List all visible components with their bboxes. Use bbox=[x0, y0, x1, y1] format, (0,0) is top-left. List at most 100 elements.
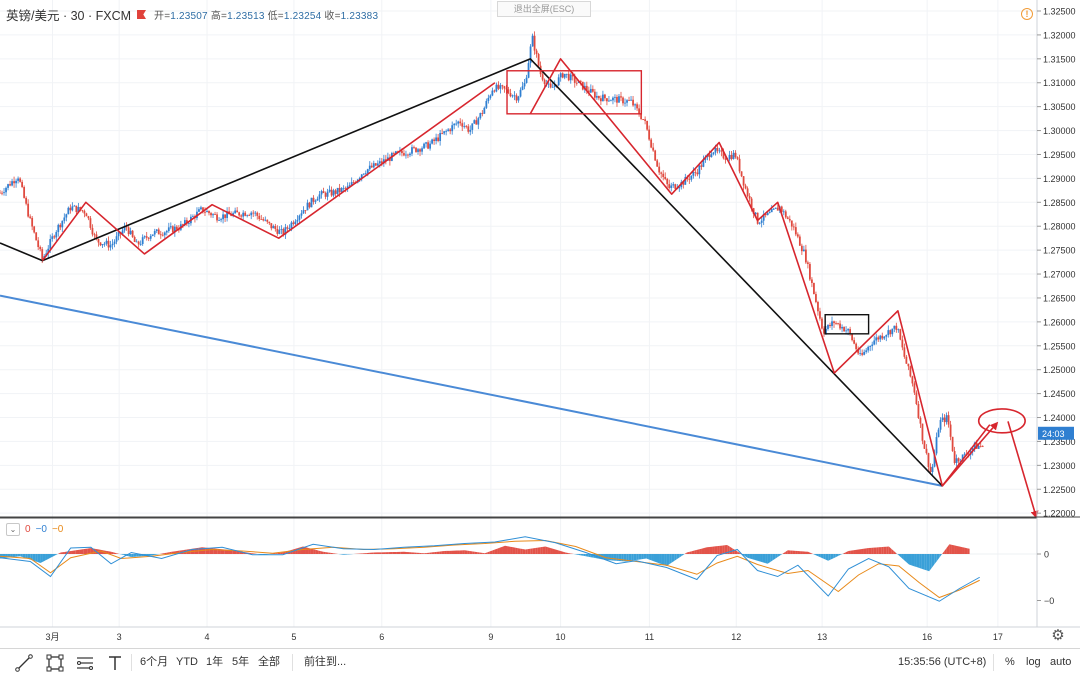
candle-body bbox=[90, 218, 92, 228]
macd-histogram-bar bbox=[687, 552, 690, 554]
candle-body bbox=[240, 215, 242, 216]
macd-histogram-bar bbox=[530, 548, 533, 554]
goto-date-button[interactable]: 前往到... bbox=[304, 649, 346, 676]
log-toggle[interactable]: log bbox=[1026, 649, 1041, 676]
candle-body bbox=[817, 302, 819, 311]
candle-body bbox=[964, 454, 966, 455]
macd-histogram-bar bbox=[927, 554, 930, 571]
range-ytd-button[interactable]: YTD bbox=[176, 649, 198, 676]
range-1y-button[interactable]: 1年 bbox=[206, 649, 223, 676]
macd-histogram-bar bbox=[886, 547, 889, 555]
price-tick-label: 1.24500 bbox=[1043, 389, 1076, 399]
range-6m-button[interactable]: 6个月 bbox=[140, 649, 168, 676]
macd-histogram-bar bbox=[5, 554, 8, 558]
candle-body bbox=[313, 198, 315, 202]
percent-toggle[interactable]: % bbox=[1005, 649, 1015, 676]
candle-body bbox=[471, 123, 473, 129]
candle-body bbox=[110, 245, 112, 247]
toolbar-separator bbox=[131, 654, 132, 671]
macd-histogram-bar bbox=[765, 554, 768, 564]
macd-histogram-bar bbox=[323, 552, 326, 554]
macd-histogram-bar bbox=[528, 549, 531, 554]
candle-body bbox=[928, 453, 930, 467]
candle-body bbox=[656, 160, 658, 166]
candle-body bbox=[741, 171, 743, 176]
candle-body bbox=[369, 166, 371, 169]
text-icon[interactable] bbox=[105, 653, 125, 673]
macd-histogram-bar bbox=[114, 552, 117, 554]
candle-body bbox=[851, 334, 853, 340]
exit-fullscreen-button[interactable]: 退出全屏(ESC) bbox=[497, 1, 591, 17]
macd-histogram-bar bbox=[924, 554, 927, 570]
trendline-icon[interactable] bbox=[14, 653, 34, 673]
macd-histogram-bar bbox=[853, 550, 856, 554]
price-tick-label: 1.23000 bbox=[1043, 461, 1076, 471]
chevron-down-icon[interactable]: ⌄ bbox=[6, 523, 20, 536]
auto-toggle[interactable]: auto bbox=[1050, 649, 1071, 676]
macd-histogram-bar bbox=[377, 552, 381, 554]
candle-body bbox=[218, 220, 220, 221]
indicator-tick-label: −0 bbox=[1044, 596, 1054, 606]
candle-body bbox=[106, 241, 108, 244]
gear-icon[interactable]: ⚙ bbox=[1050, 628, 1066, 644]
time-tick-label: 11 bbox=[645, 632, 654, 642]
candle-body bbox=[903, 347, 905, 356]
price-tick-label: 1.25000 bbox=[1043, 365, 1076, 375]
warning-icon[interactable]: ! bbox=[1021, 8, 1033, 20]
candle-body bbox=[25, 198, 27, 204]
candle-body bbox=[883, 337, 885, 339]
macd-histogram-bar bbox=[785, 550, 788, 554]
range-5y-button[interactable]: 5年 bbox=[232, 649, 249, 676]
candle-body bbox=[889, 330, 891, 334]
candle-body bbox=[216, 214, 218, 220]
candle-body bbox=[835, 323, 837, 324]
price-tick-label: 1.22000 bbox=[1043, 509, 1076, 519]
candle-body bbox=[71, 206, 73, 210]
candle-body bbox=[11, 181, 13, 185]
macd-histogram-bar bbox=[823, 554, 826, 560]
macd-histogram-bar bbox=[768, 554, 771, 564]
macd-histogram-bar bbox=[429, 552, 432, 554]
candle-body bbox=[431, 139, 433, 143]
range-all-button[interactable]: 全部 bbox=[258, 649, 280, 676]
macd-histogram-bar bbox=[667, 554, 670, 566]
macd-histogram-bar bbox=[669, 554, 672, 564]
price-tick-label: 1.26000 bbox=[1043, 317, 1076, 327]
macd-histogram-bar bbox=[639, 554, 642, 560]
candle-body bbox=[877, 337, 879, 339]
candle-body bbox=[664, 177, 666, 179]
macd-histogram-bar bbox=[722, 545, 725, 554]
macd-histogram-bar bbox=[437, 552, 440, 554]
candle-body bbox=[67, 208, 69, 214]
candle-body bbox=[433, 139, 435, 141]
candle-body bbox=[805, 250, 807, 263]
macd-histogram-bar bbox=[45, 554, 48, 560]
candle-body bbox=[700, 165, 702, 166]
candle-body bbox=[640, 114, 642, 119]
candle-body bbox=[524, 83, 526, 86]
candle-body bbox=[258, 216, 260, 219]
candle-body bbox=[867, 347, 869, 350]
fib-icon[interactable] bbox=[75, 653, 95, 673]
candle-body bbox=[307, 203, 309, 211]
red-zigzag bbox=[42, 83, 494, 261]
macd-histogram-bar bbox=[654, 554, 657, 562]
candle-body bbox=[783, 211, 785, 212]
chart-area[interactable]: 1.325001.320001.315001.310001.305001.300… bbox=[0, 0, 1080, 648]
macd-histogram-bar bbox=[805, 552, 808, 554]
macd-histogram-bar bbox=[497, 548, 500, 554]
candle-body bbox=[128, 227, 130, 234]
rectangle-icon[interactable] bbox=[45, 653, 65, 673]
candle-body bbox=[473, 120, 475, 123]
candle-body bbox=[463, 126, 465, 127]
candle-body bbox=[612, 98, 614, 101]
symbol-label[interactable]: 英镑/美元 · 30 · FXCM bbox=[6, 5, 131, 24]
candle-body bbox=[41, 249, 43, 259]
candle-body bbox=[731, 155, 733, 159]
macd-histogram-bar bbox=[343, 554, 347, 555]
candle-body bbox=[767, 213, 769, 215]
macd-histogram-bar bbox=[460, 550, 463, 554]
candle-body bbox=[303, 210, 305, 213]
candle-body bbox=[642, 119, 644, 120]
candle-body bbox=[409, 154, 411, 155]
